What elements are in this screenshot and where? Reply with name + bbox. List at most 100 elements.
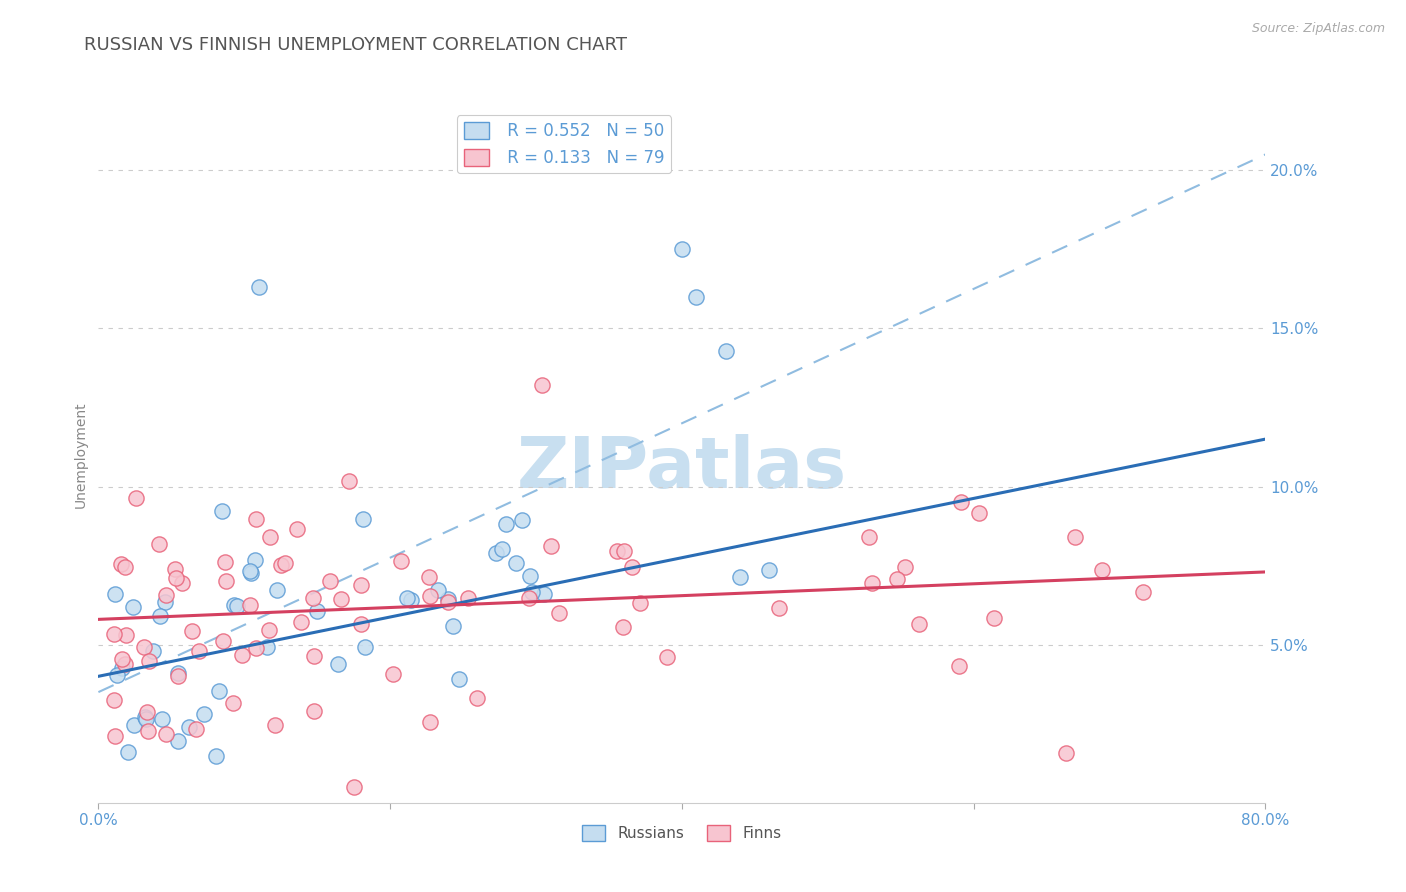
Point [391, 554, 413, 568]
Point [457, 591, 479, 605]
Point [245, 512, 267, 526]
Legend: Russians, Finns: Russians, Finns [576, 819, 787, 847]
Point [714, 343, 737, 358]
Point [612, 620, 634, 634]
Point [165, 562, 187, 576]
Point [245, 641, 267, 656]
Point [441, 618, 464, 632]
Point [950, 495, 973, 509]
Point [238, 565, 260, 579]
Point [427, 583, 450, 598]
Point [685, 290, 707, 304]
Point [758, 563, 780, 577]
Point [222, 696, 245, 710]
Point [302, 704, 325, 718]
Point [350, 578, 373, 592]
Point [153, 595, 176, 609]
Point [512, 513, 534, 527]
Point [111, 660, 134, 674]
Point [350, 616, 373, 631]
Point [135, 712, 157, 726]
Point [352, 512, 374, 526]
Point [215, 574, 238, 588]
Point [114, 657, 136, 671]
Point [167, 734, 190, 748]
Point [860, 576, 883, 591]
Point [135, 705, 157, 719]
Point [117, 745, 139, 759]
Point [547, 607, 569, 621]
Point [105, 667, 128, 681]
Point [858, 530, 880, 544]
Point [907, 616, 929, 631]
Point [122, 718, 145, 732]
Point [181, 624, 204, 639]
Point [519, 568, 541, 582]
Point [114, 559, 136, 574]
Point [302, 648, 325, 663]
Point [266, 583, 288, 598]
Point [533, 587, 555, 601]
Point [983, 611, 1005, 625]
Point [205, 749, 228, 764]
Point [330, 592, 353, 607]
Point [138, 654, 160, 668]
Point [224, 599, 246, 613]
Point [165, 571, 187, 585]
Point [307, 604, 329, 618]
Point [259, 529, 281, 543]
Point [328, 657, 350, 671]
Point [319, 574, 342, 588]
Point [948, 659, 970, 673]
Point [343, 780, 366, 794]
Point [155, 588, 177, 602]
Point [188, 643, 211, 657]
Point [419, 589, 441, 603]
Point [122, 600, 145, 615]
Point [465, 691, 488, 706]
Point [768, 600, 790, 615]
Point [240, 566, 263, 580]
Point [628, 596, 651, 610]
Point [211, 504, 233, 518]
Point [290, 615, 312, 629]
Text: ZIPatlas: ZIPatlas [517, 434, 846, 503]
Point [134, 709, 156, 723]
Text: Source: ZipAtlas.com: Source: ZipAtlas.com [1251, 22, 1385, 36]
Point [485, 546, 508, 560]
Point [495, 516, 517, 531]
Point [177, 720, 200, 734]
Point [125, 491, 148, 505]
Point [491, 541, 513, 556]
Point [103, 729, 125, 743]
Point [155, 727, 177, 741]
Point [505, 556, 527, 570]
Point [399, 593, 422, 607]
Point [274, 557, 297, 571]
Point [1090, 563, 1112, 577]
Point [886, 573, 908, 587]
Point [103, 627, 125, 641]
Point [1064, 530, 1087, 544]
Point [381, 666, 404, 681]
Point [1132, 584, 1154, 599]
Point [212, 634, 235, 648]
Point [419, 714, 441, 729]
Point [148, 537, 170, 551]
Point [208, 684, 231, 698]
Point [520, 585, 543, 599]
Point [167, 665, 190, 680]
Point [239, 598, 262, 612]
Point [184, 722, 207, 736]
Point [436, 591, 458, 606]
Point [605, 544, 627, 558]
Point [657, 649, 679, 664]
Point [530, 378, 553, 392]
Point [142, 643, 165, 657]
Text: RUSSIAN VS FINNISH UNEMPLOYMENT CORRELATION CHART: RUSSIAN VS FINNISH UNEMPLOYMENT CORRELAT… [84, 36, 627, 54]
Point [149, 608, 172, 623]
Point [337, 474, 360, 488]
Point [150, 713, 173, 727]
Point [285, 523, 308, 537]
Point [138, 723, 160, 738]
